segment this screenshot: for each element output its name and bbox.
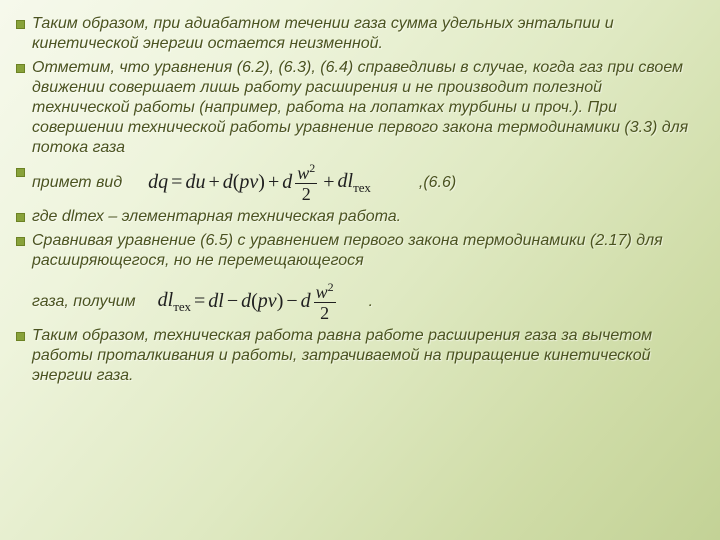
- eq-term: dl: [208, 289, 224, 314]
- eq-fraction: w2 2: [314, 281, 336, 322]
- slide-body: Таким образом, при адиабатном течении га…: [10, 14, 704, 386]
- eq-op: =: [168, 170, 185, 195]
- equation-dltex: dlтех = dl − d ( pv ) − d w2 2: [158, 281, 339, 322]
- eq-term: d: [241, 289, 251, 314]
- eq-op: −: [283, 289, 300, 314]
- eq-lhs: dlтех: [158, 288, 191, 315]
- eq-sub: тех: [173, 299, 191, 314]
- frac-num-exp: 2: [328, 280, 334, 294]
- eq-term: d: [282, 170, 292, 195]
- bullet-1: Таким образом, при адиабатном течении га…: [10, 14, 704, 54]
- frac-num-var: w: [297, 163, 309, 183]
- frac-num-var: w: [316, 282, 328, 302]
- equation-dltex-line: газа, получим dlтех = dl − d ( pv ) − d …: [32, 281, 704, 322]
- eq-op: =: [191, 289, 208, 314]
- eq-op: +: [320, 170, 337, 195]
- bullet-5-tail: .: [361, 292, 373, 312]
- eq-var: dl: [338, 170, 354, 192]
- eq-var: dl: [158, 289, 174, 311]
- bullet-3-lead: примет вид: [32, 173, 130, 193]
- bullet-5: Сравнивая уравнение (6.5) с уравнением п…: [10, 231, 704, 322]
- eq-op: +: [205, 170, 222, 195]
- eq-lhs: dq: [148, 170, 168, 195]
- bullet-3: примет вид dq = du + d ( pv ) + d w2 2 +…: [10, 162, 704, 203]
- bullet-5-lead: газа, получим: [32, 292, 144, 312]
- eq-fraction: w2 2: [295, 162, 317, 203]
- bullet-3-tail: ,(6.6): [411, 173, 456, 193]
- equation-6-6: dq = du + d ( pv ) + d w2 2 + dlтех: [148, 162, 371, 203]
- frac-den: 2: [300, 184, 313, 203]
- eq-term: d: [301, 289, 311, 314]
- eq-paren: ): [258, 170, 265, 195]
- bullet-5-pretext: Сравнивая уравнение (6.5) с уравнением п…: [32, 232, 663, 269]
- eq-op: +: [265, 170, 282, 195]
- eq-term: pv: [239, 170, 258, 195]
- eq-term: pv: [258, 289, 277, 314]
- eq-term: d: [223, 170, 233, 195]
- eq-op: −: [224, 289, 241, 314]
- eq-term: du: [185, 170, 205, 195]
- bullet-6: Таким образом, техническая работа равна …: [10, 326, 704, 386]
- eq-term: dlтех: [338, 169, 371, 196]
- eq-paren: ): [277, 289, 284, 314]
- eq-paren: (: [251, 289, 258, 314]
- frac-den: 2: [318, 303, 331, 322]
- bullet-2: Отметим, что уравнения (6.2), (6.3), (6.…: [10, 58, 704, 158]
- equation-6-6-line: примет вид dq = du + d ( pv ) + d w2 2 +…: [32, 162, 704, 203]
- frac-num-exp: 2: [309, 161, 315, 175]
- bullet-4: где dlтех – элементарная техническая раб…: [10, 207, 704, 227]
- eq-sub: тех: [353, 180, 371, 195]
